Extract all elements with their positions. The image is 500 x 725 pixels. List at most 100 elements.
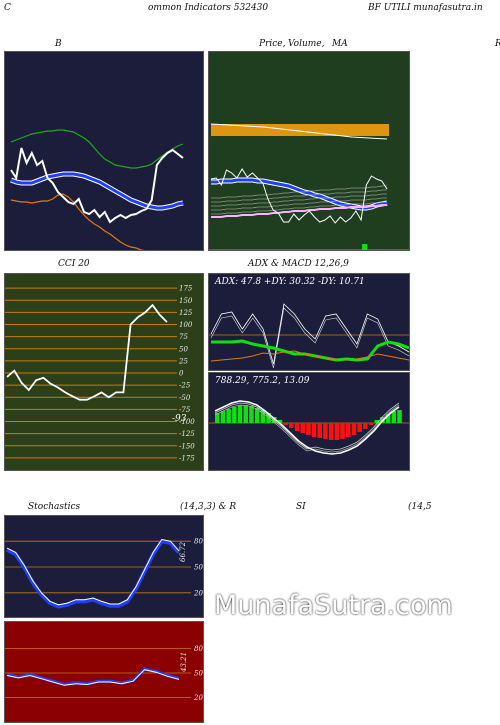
rsi-value-label: 43.21 bbox=[180, 652, 188, 673]
macd-histogram-bar bbox=[215, 413, 220, 423]
b-band-mid-outline bbox=[10, 171, 184, 211]
cci-tick-label: 125 bbox=[179, 309, 193, 317]
adx-chart bbox=[209, 303, 409, 369]
macd-histogram-bar bbox=[243, 405, 248, 423]
cci-tick-label: 175 bbox=[179, 285, 193, 293]
cci-tick-label: 50 bbox=[179, 345, 188, 353]
stoch-tick-label: 80 bbox=[194, 538, 203, 546]
macd-histogram-bar bbox=[249, 406, 254, 423]
macd-histogram-bar bbox=[237, 405, 243, 423]
cci-tick-label: -150 bbox=[179, 442, 195, 450]
macd-line bbox=[214, 400, 400, 455]
macd-histogram-bar bbox=[328, 423, 334, 440]
cci-value-label: -93 bbox=[172, 414, 187, 424]
b-price-line bbox=[10, 147, 184, 224]
macd-histogram-bar bbox=[323, 423, 328, 439]
cci-tick-label: 0 bbox=[179, 370, 184, 378]
price-band-edge bbox=[210, 123, 388, 140]
macd-chart bbox=[209, 400, 409, 455]
rsi-line bbox=[6, 667, 180, 687]
b-band-mid bbox=[10, 172, 184, 210]
macd-histogram-bar bbox=[232, 407, 237, 423]
stoch-d-line bbox=[6, 538, 180, 606]
b-title: B bbox=[55, 39, 62, 49]
price-volume-bar bbox=[362, 244, 367, 250]
macd-histogram-bar bbox=[385, 414, 391, 423]
price-panel bbox=[208, 51, 410, 251]
header-title: ommon Indicators 532430 bbox=[148, 3, 269, 13]
header-site: BF UTILI munafasutra.in bbox=[368, 3, 483, 13]
rsi-tick-label: 20 bbox=[193, 694, 203, 702]
price-chart bbox=[209, 123, 409, 250]
cci-title: CCI 20 bbox=[58, 259, 90, 269]
adx-minusdy-line bbox=[210, 350, 409, 362]
b-chart bbox=[10, 129, 184, 250]
price-ma-thin bbox=[211, 201, 387, 215]
price-ma-thin bbox=[211, 193, 387, 207]
macd-histogram-bar bbox=[357, 423, 362, 432]
cci-tick-label: -75 bbox=[179, 406, 191, 414]
cci-tick-label: 25 bbox=[178, 357, 188, 365]
price-ma-thin bbox=[211, 185, 387, 199]
macd-panel: 788.29, 775.2, 13.09 bbox=[208, 372, 410, 471]
b-band-lower bbox=[10, 193, 145, 250]
adx-plusdy-line2 bbox=[210, 307, 409, 369]
stoch-tick-label: 50 bbox=[194, 564, 203, 572]
stoch-value-label: 66.72 bbox=[179, 541, 187, 562]
macd-signal-line bbox=[214, 402, 400, 451]
macd-histogram-bar bbox=[374, 420, 379, 423]
stoch-panel: 80 50 20 66.72 bbox=[4, 515, 204, 618]
macd-histogram-bar bbox=[351, 423, 357, 435]
cci-tick-label: -125 bbox=[179, 430, 195, 438]
adx-values: ADX: 47.8 +DY: 30.32 -DY: 10.71 bbox=[215, 277, 365, 287]
cci-tick-label: -175 bbox=[179, 454, 195, 462]
macd-histogram-bar bbox=[346, 423, 351, 437]
ma-title: MA bbox=[332, 39, 348, 49]
rsi-title: SI bbox=[296, 502, 306, 512]
macd-histogram-bar bbox=[254, 408, 260, 423]
cci-tick-label: -100 bbox=[179, 418, 195, 426]
cci-tick-label: 150 bbox=[179, 297, 193, 305]
header-left: C bbox=[4, 3, 11, 13]
adx-line bbox=[211, 339, 409, 362]
macd-histogram-bar bbox=[317, 423, 322, 438]
cci-tick-label: -50 bbox=[179, 394, 191, 402]
cci-tick-label: -25 bbox=[179, 382, 191, 390]
macd-histogram-bar bbox=[391, 411, 397, 423]
macd-histogram-bar bbox=[368, 423, 374, 425]
macd-histogram-bar bbox=[226, 409, 231, 423]
stoch-k-line bbox=[6, 538, 181, 609]
macd-histogram-bar bbox=[294, 423, 300, 431]
rsi-panel: 80 50 20 43.21 bbox=[4, 621, 204, 723]
cci-tick-label: 75 bbox=[179, 333, 188, 341]
macd-histogram-bar bbox=[260, 410, 266, 423]
b-band-upper bbox=[10, 129, 184, 169]
price-ma-thin bbox=[211, 189, 387, 203]
adx-title: ADX & MACD 12,26,9 bbox=[248, 259, 349, 269]
macd-histogram-bar bbox=[311, 423, 317, 437]
macd-signal-thin bbox=[214, 404, 400, 453]
macd-histogram-bar bbox=[220, 411, 226, 423]
price-close-line bbox=[210, 168, 388, 224]
macd-histogram-bar bbox=[397, 410, 402, 423]
stoch-chart: 80 50 20 66.72 bbox=[5, 538, 203, 609]
macd-histogram-bar bbox=[283, 423, 288, 425]
rsi-tick-label: 50 bbox=[194, 670, 203, 678]
stoch-title: Stochastics bbox=[28, 502, 81, 512]
macd-histogram-bar bbox=[306, 423, 311, 435]
rsi-chart: 80 50 20 43.21 bbox=[5, 645, 203, 702]
b-panel bbox=[4, 51, 204, 251]
volume-title: Volume, bbox=[288, 39, 325, 49]
stoch-params: (14,3,3) & R bbox=[180, 502, 237, 512]
rsi-tick-label: 80 bbox=[194, 645, 203, 653]
cci-tick-label: 100 bbox=[179, 321, 193, 329]
adx-plusdy-line bbox=[210, 303, 409, 365]
macd-histogram-bar bbox=[334, 423, 340, 440]
rsi-signal-line bbox=[6, 669, 180, 686]
macd-histogram-bar bbox=[289, 423, 294, 428]
macd-histogram-bar bbox=[363, 423, 368, 429]
watermark: MunafaSutra.com bbox=[214, 590, 453, 621]
macd-histogram-bar bbox=[300, 423, 305, 433]
cci-chart: 175 150 125 100 75 50 25 0 -25 -50 -75 -100 -125 -150… bbox=[5, 285, 195, 462]
price-ma-thin bbox=[211, 197, 387, 211]
